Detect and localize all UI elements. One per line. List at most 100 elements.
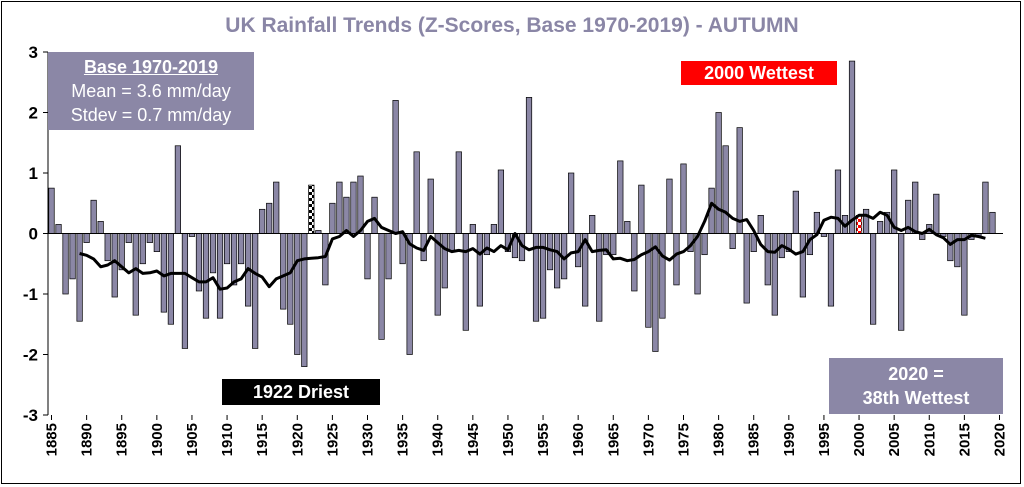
wettest-label: 2000 Wettest [681, 61, 837, 85]
trend-line [79, 201, 986, 291]
driest-label: 1922 Driest [222, 379, 380, 405]
bar-1922 [308, 184, 315, 234]
y-tick-label: -1 [23, 285, 38, 304]
bar-1887 [62, 233, 69, 295]
bar-1886 [55, 224, 62, 234]
bar-1978 [701, 233, 708, 256]
bar-1991 [792, 190, 799, 234]
x-tick-label: 1955 [535, 423, 552, 456]
x-tick-label: 1960 [570, 423, 587, 456]
bar-1892 [97, 221, 104, 234]
rank-box: 2020 = 38th Wettest [829, 358, 1003, 414]
bar-1987 [764, 233, 771, 286]
bar-2008 [912, 181, 919, 234]
bar-1899 [146, 233, 153, 243]
bar-1933 [385, 233, 392, 280]
bar-1939 [427, 178, 434, 234]
bar-1946 [476, 233, 483, 307]
bar-1910 [223, 233, 231, 265]
bar-1894 [111, 233, 118, 298]
bar-1928 [350, 181, 357, 234]
bar-1974 [673, 233, 680, 286]
bar-1945 [469, 224, 476, 234]
bar-1926 [336, 181, 343, 234]
bar-2015 [961, 233, 968, 316]
x-tick-label: 1885 [44, 423, 61, 456]
bar-1972 [659, 233, 666, 319]
y-tick-label: 0 [29, 225, 38, 244]
bar-2013 [947, 233, 954, 262]
bar-1929 [357, 175, 364, 234]
x-tick-label: 2005 [886, 423, 903, 456]
x-tick-label: 1945 [465, 423, 482, 456]
ticks-group: -3 -2 -1 0 1 2 3 1885 1890 1895 1900 1905 1910 1915 19… [23, 43, 1009, 456]
bar-1968 [631, 233, 638, 292]
x-tick-label: 1980 [711, 423, 728, 456]
bar-1953 [525, 97, 533, 234]
x-tick-label: 1935 [395, 423, 412, 456]
bar-1984 [743, 233, 750, 304]
bar-1941 [441, 233, 448, 289]
bar-1981 [722, 145, 729, 234]
bar-1914 [252, 233, 259, 349]
bar-1944 [462, 233, 469, 331]
x-tick-label: 1975 [675, 423, 692, 456]
bar-2019 [989, 211, 996, 234]
bar-1966 [617, 160, 624, 234]
bar-1889 [76, 233, 83, 322]
bar-1915 [259, 208, 266, 234]
bar-1885 [48, 187, 55, 234]
bar-1911 [230, 233, 238, 286]
x-tick-label: 1890 [79, 423, 96, 456]
x-tick-label: 1930 [360, 423, 377, 456]
bar-1898 [139, 233, 146, 265]
bar-1893 [104, 233, 111, 262]
bar-1962 [589, 215, 596, 234]
bars-group [48, 60, 996, 367]
y-tick-label: 3 [29, 43, 38, 62]
x-tick-label: 1965 [605, 423, 622, 456]
bar-1902 [167, 233, 174, 325]
y-tick-label: -3 [23, 406, 38, 425]
bar-1975 [680, 163, 687, 234]
bar-1909 [216, 233, 224, 319]
bar-1957 [554, 233, 561, 289]
chart-title: UK Rainfall Trends (Z-Scores, Base 1970-… [225, 14, 799, 37]
x-tick-label: 2020 [991, 423, 1008, 456]
bar-1970 [645, 233, 652, 328]
x-tick-label: 2000 [851, 423, 868, 456]
base-info-box: Base 1970-2019 Mean = 3.6 mm/day Stdev =… [48, 52, 254, 130]
bar-1891 [90, 199, 97, 234]
bar-1996 [827, 233, 835, 307]
x-tick-label: 2010 [921, 423, 938, 456]
bar-1936 [406, 233, 413, 355]
bar-2006 [898, 233, 905, 331]
bar-1983 [736, 127, 743, 234]
bar-1967 [624, 221, 631, 234]
bar-1999 [848, 60, 856, 234]
bar-1919 [287, 233, 294, 325]
x-tick-label: 1950 [500, 423, 517, 456]
bar-1935 [399, 233, 406, 265]
x-tick-label: 1970 [640, 423, 657, 456]
bar-2001 [862, 208, 870, 234]
bar-1973 [666, 178, 673, 234]
x-tick-label: 1895 [114, 423, 131, 456]
bar-1888 [69, 233, 76, 280]
bar-1907 [202, 233, 210, 319]
x-tick-label: 1915 [254, 423, 271, 456]
x-tick-label: 2015 [956, 423, 973, 456]
y-tick-label: 2 [29, 104, 38, 123]
bar-2002 [870, 233, 877, 325]
x-tick-label: 1925 [324, 423, 341, 456]
bar-1932 [378, 233, 385, 340]
bar-1921 [301, 233, 308, 367]
x-tick-label: 1990 [781, 423, 798, 456]
bar-1965 [610, 233, 617, 256]
x-tick-label: 1910 [219, 423, 236, 456]
bar-1904 [181, 233, 189, 349]
bar-1897 [132, 233, 139, 316]
bar-1908 [209, 233, 217, 274]
x-tick-label: 1920 [289, 423, 306, 456]
